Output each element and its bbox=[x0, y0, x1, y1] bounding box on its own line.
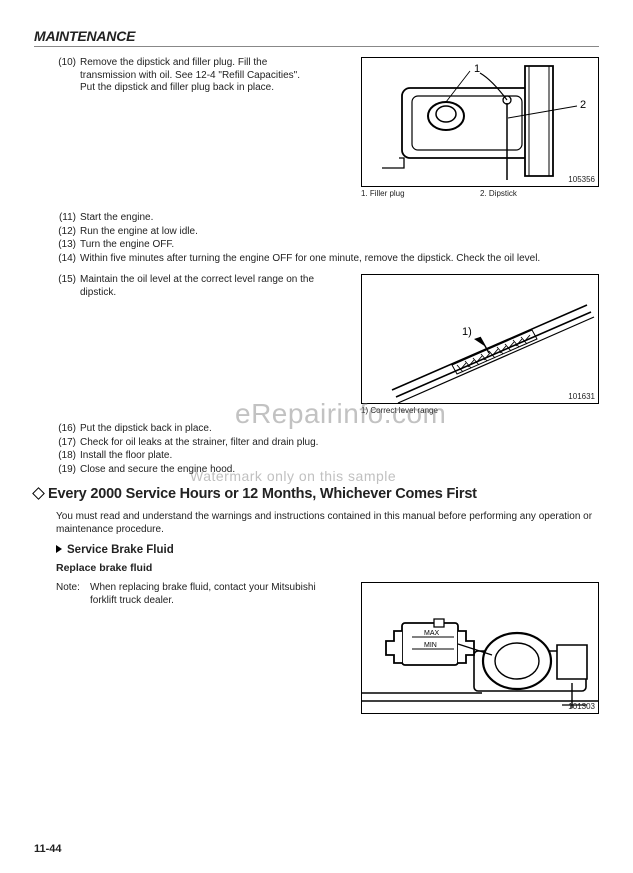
diamond-icon bbox=[32, 487, 45, 500]
step-number: (15) bbox=[56, 274, 80, 285]
sub-heading: Service Brake Fluid bbox=[56, 544, 599, 556]
step-row: (10) Remove the dipstick and filler plug… bbox=[34, 57, 599, 198]
figure-id: 101303 bbox=[568, 702, 595, 711]
figure-caption: 1. Filler plug 2. Dipstick bbox=[361, 189, 599, 198]
step-text: Check for oil leaks at the strainer, fil… bbox=[80, 437, 599, 450]
figure-label-2: 2 bbox=[580, 99, 586, 111]
step-text: Remove the dipstick and filler plug. Fil… bbox=[80, 57, 317, 95]
min-label: MIN bbox=[424, 642, 437, 649]
step-number: (12) bbox=[56, 226, 80, 237]
max-label: MAX bbox=[424, 630, 440, 637]
step-text: Install the floor plate. bbox=[80, 450, 599, 463]
step-row: (11)Start the engine. bbox=[56, 212, 599, 225]
section-header: MAINTENANCE bbox=[34, 28, 599, 47]
note-label: Note: bbox=[56, 582, 90, 607]
page-number: 11-44 bbox=[34, 843, 62, 855]
section-heading-text: Every 2000 Service Hours or 12 Months, W… bbox=[48, 486, 477, 502]
step-text: Within five minutes after turning the en… bbox=[80, 253, 599, 266]
step-row: (19)Close and secure the engine hood. bbox=[56, 464, 599, 477]
figure-label-1: 1 bbox=[474, 63, 480, 75]
step-number: (16) bbox=[56, 423, 80, 434]
caption-a: 1. Filler plug bbox=[361, 189, 480, 198]
figure-2: 1) 101631 bbox=[361, 274, 599, 404]
section-paragraph: You must read and understand the warning… bbox=[56, 510, 599, 536]
step-text: Close and secure the engine hood. bbox=[80, 464, 599, 477]
caption-b: 2. Dipstick bbox=[480, 189, 599, 198]
figure-3: MAX MIN 101303 bbox=[361, 582, 599, 714]
step-row: (15) Maintain the oil level at the corre… bbox=[34, 274, 599, 415]
step-row: (14)Within five minutes after turning th… bbox=[56, 253, 599, 266]
step-text: Put the dipstick back in place. bbox=[80, 423, 599, 436]
section-heading: Every 2000 Service Hours or 12 Months, W… bbox=[34, 486, 599, 502]
figure-id: 101631 bbox=[568, 392, 595, 401]
step-row: (13)Turn the engine OFF. bbox=[56, 239, 599, 252]
step-number: (19) bbox=[56, 464, 80, 475]
step-number: (13) bbox=[56, 239, 80, 250]
step-row: (16)Put the dipstick back in place. bbox=[56, 423, 599, 436]
step-row: (17)Check for oil leaks at the strainer,… bbox=[56, 437, 599, 450]
step-number: (18) bbox=[56, 450, 80, 461]
step-number: (11) bbox=[56, 212, 80, 223]
step-text: Turn the engine OFF. bbox=[80, 239, 599, 252]
sub-heading-text: Service Brake Fluid bbox=[67, 544, 174, 556]
step-text: Maintain the oil level at the correct le… bbox=[80, 274, 317, 299]
note-row: Note: When replacing brake fluid, contac… bbox=[34, 582, 599, 714]
figure-label: 1) bbox=[462, 326, 472, 338]
step-number: (10) bbox=[56, 57, 80, 68]
figure-1: 1 2 105356 bbox=[361, 57, 599, 187]
step-text: Start the engine. bbox=[80, 212, 599, 225]
sub-heading-2: Replace brake fluid bbox=[56, 562, 599, 574]
caption-text: 1) Correct level range bbox=[361, 406, 599, 415]
triangle-icon bbox=[56, 545, 62, 553]
step-row: (12)Run the engine at low idle. bbox=[56, 226, 599, 239]
figure-id: 105356 bbox=[568, 175, 595, 184]
step-number: (17) bbox=[56, 437, 80, 448]
note-text: When replacing brake fluid, contact your… bbox=[90, 582, 317, 607]
figure-caption: 1) Correct level range bbox=[361, 406, 599, 415]
step-number: (14) bbox=[56, 253, 80, 264]
step-text: Run the engine at low idle. bbox=[80, 226, 599, 239]
step-row: (18)Install the floor plate. bbox=[56, 450, 599, 463]
